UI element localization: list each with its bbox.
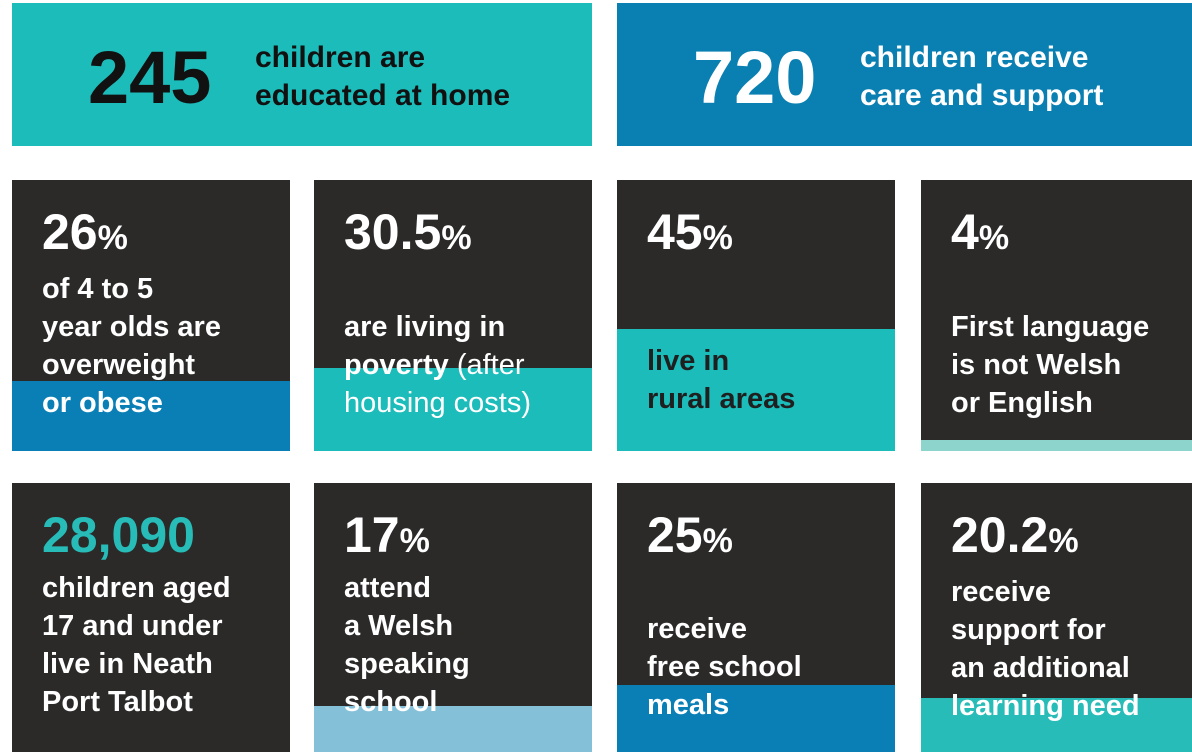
text-block: children aged 17 and under live in Neath Po… — [42, 569, 231, 721]
banner: 245 children are educated at home — [12, 3, 592, 146]
text-line: educated at home — [255, 79, 511, 112]
text-line: are living in — [344, 311, 506, 343]
stat-number: 4% — [951, 202, 1009, 268]
text-segment: housing costs) — [344, 387, 531, 419]
stat-tile: 30.5% are living in poverty (after housing … — [314, 180, 592, 451]
text-block: receive support for an additional learning … — [951, 573, 1140, 725]
text-line: live in Neath — [42, 648, 213, 680]
stat-value: 25 — [647, 507, 703, 563]
stat-value: 28,090 — [42, 507, 195, 563]
stat-number: 45% — [647, 202, 733, 268]
stat-number: 17% — [344, 505, 430, 571]
banner-number: 720 — [693, 36, 817, 119]
stat-unit: % — [97, 219, 128, 257]
text-line: 17 and under — [42, 610, 223, 642]
proportion-bar — [12, 380, 290, 451]
stat-unit: % — [399, 522, 430, 560]
stat-unit: % — [1048, 522, 1079, 560]
text-line: Port Talbot — [42, 686, 193, 718]
text-block: attend a Welsh speaking school — [344, 569, 470, 721]
stat-tile: 26% of 4 to 5 year olds are overweight or ob… — [12, 180, 290, 451]
text-line: housing costs) — [344, 384, 531, 422]
text-segment: poverty — [344, 349, 449, 381]
stat-number: 28,090 — [42, 505, 195, 565]
text-line: overweight — [42, 349, 196, 381]
text-block: First language is not Welsh or English — [951, 308, 1149, 422]
stat-number: 26% — [42, 202, 128, 268]
text-line: of 4 to 5 — [42, 273, 154, 305]
stat-value: 26 — [42, 204, 98, 260]
stat-unit: % — [702, 219, 733, 257]
stat-number: 20.2% — [951, 505, 1079, 571]
text-line: receive — [647, 613, 747, 645]
text-line: care and support — [860, 79, 1104, 112]
text-line: is not Welsh — [951, 349, 1122, 381]
proportion-bar — [617, 329, 895, 451]
stat-number: 30.5% — [344, 202, 472, 268]
text-line: an additional — [951, 652, 1130, 684]
text-line: meals — [647, 689, 730, 721]
stat-number: 25% — [647, 505, 733, 571]
stat-tile: 25% receive free school meals — [617, 483, 895, 752]
text-line: school — [344, 686, 438, 718]
text-line: live in — [647, 345, 730, 377]
text-line: year olds are — [42, 311, 221, 343]
text-line: speaking — [344, 648, 470, 680]
stat-value: 4 — [951, 204, 979, 260]
text-line: children receive — [860, 41, 1089, 74]
text-line: or English — [951, 387, 1093, 419]
text-block: are living in poverty (after housing costs… — [344, 308, 531, 422]
text-line: support for — [951, 614, 1106, 646]
text-line: poverty (after — [344, 346, 531, 384]
stat-unit: % — [702, 522, 733, 560]
text-line: rural areas — [647, 383, 796, 415]
banner-number: 245 — [88, 36, 212, 119]
text-block: children receive care and support — [860, 39, 1103, 115]
proportion-bar — [314, 368, 592, 451]
text-block: live in rural areas — [647, 342, 795, 418]
text-line: children aged — [42, 572, 231, 604]
text-line: learning need — [951, 690, 1140, 722]
text-block: children are educated at home — [255, 39, 510, 115]
text-line: receive — [951, 576, 1051, 608]
stat-value: 17 — [344, 507, 400, 563]
stat-tile: 20.2% receive support for an additional lear… — [921, 483, 1192, 752]
stat-value: 20.2 — [951, 507, 1049, 563]
banner: 720 children receive care and support — [617, 3, 1192, 146]
stat-value: 45 — [647, 204, 703, 260]
stat-value: 30.5 — [344, 204, 442, 260]
text-line: attend — [344, 572, 431, 604]
text-block: receive free school meals — [647, 610, 802, 724]
stat-unit: % — [441, 219, 472, 257]
proportion-bar — [921, 440, 1192, 451]
text-line: First language — [951, 311, 1150, 343]
text-line: children are — [255, 41, 426, 74]
text-line: free school — [647, 651, 802, 683]
stat-tile: 4% First language is not Welsh or English — [921, 180, 1192, 451]
stat-tile: 17% attend a Welsh speaking school — [314, 483, 592, 752]
stat-tile: 28,090 children aged 17 and under live in N… — [12, 483, 290, 752]
proportion-bar — [314, 706, 592, 752]
proportion-bar — [617, 684, 895, 752]
stat-tile: 45% live in rural areas — [617, 180, 895, 451]
stat-unit: % — [978, 219, 1010, 257]
text-block: of 4 to 5 year olds are overweight or obese — [42, 270, 221, 422]
text-segment: (after — [448, 349, 525, 381]
text-line: or obese — [42, 387, 163, 419]
proportion-bar — [921, 697, 1192, 752]
text-line: a Welsh — [344, 610, 454, 642]
